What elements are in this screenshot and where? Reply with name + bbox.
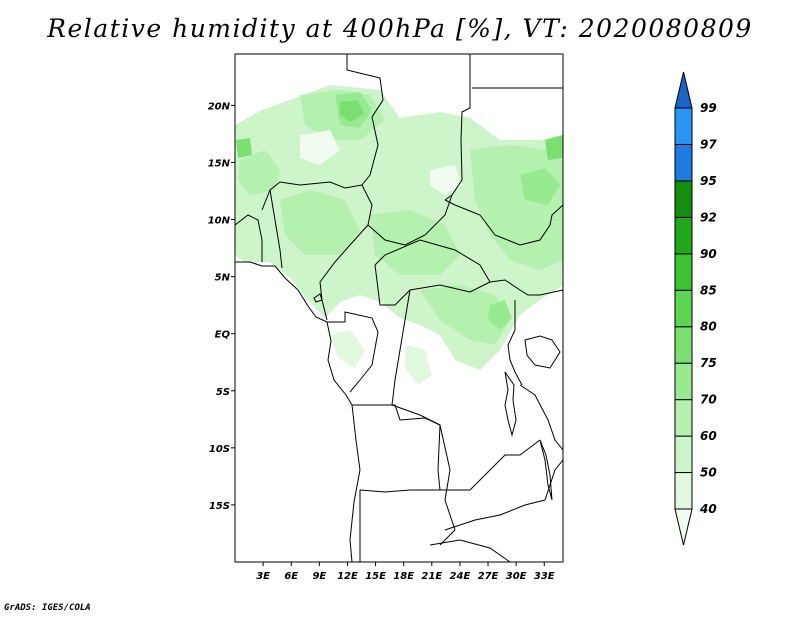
colorbar-lower-arrow	[674, 508, 693, 546]
colorbar-segment	[674, 216, 693, 255]
border-uganda	[507, 300, 523, 386]
colorbar-label: 97	[700, 137, 717, 151]
lon-tick-label: 6E	[284, 571, 298, 582]
lon-tick-label: 18E	[393, 571, 414, 582]
colorbar-label: 92	[700, 210, 717, 224]
latitude-axis: 20N 15N 10N 5N EQ 5S 10S 15S	[208, 101, 235, 512]
humidity-contour-5	[280, 190, 360, 255]
colorbar-label: 80	[700, 320, 717, 334]
lat-tick-label: 15S	[209, 501, 230, 512]
colorbar-segment	[674, 326, 693, 364]
humidity-fill	[235, 85, 563, 385]
map-frame	[234, 53, 564, 563]
colorbar-label: 90	[700, 247, 717, 261]
border-sudan-south	[444, 199, 563, 246]
lon-tick-label: 21E	[421, 571, 442, 582]
colorbar-segment	[674, 253, 693, 291]
humidity-contour-2	[405, 345, 432, 385]
lon-tick-label: 30E	[506, 571, 527, 582]
colorbar-label: 60	[700, 429, 717, 443]
colorbar-label: 50	[700, 466, 717, 480]
humidity-contour-14	[236, 138, 252, 158]
lon-tick-label: 24E	[450, 571, 471, 582]
colorbar-segment	[674, 107, 693, 145]
border-botswana	[429, 539, 511, 562]
border-zambia	[440, 439, 541, 491]
colorbar-label: 75	[700, 356, 717, 370]
humidity-contour-15	[300, 130, 340, 165]
colorbar-segment	[674, 435, 693, 474]
lat-tick-label: EQ	[215, 330, 231, 341]
border-car-south	[374, 239, 491, 306]
lake-tanganyika	[504, 371, 517, 437]
colorbar-segment	[674, 472, 693, 510]
lat-tick-label: 10N	[208, 216, 231, 227]
colorbar-segment	[674, 143, 693, 182]
lat-tick-label: 15N	[208, 158, 231, 169]
colorbar-segment	[674, 180, 693, 218]
lat-tick-label: 5S	[216, 387, 230, 398]
lat-tick-label: 20N	[208, 101, 231, 112]
lon-tick-label: 9E	[312, 571, 326, 582]
humidity-contour-10	[520, 168, 560, 205]
colorbar-segment	[674, 399, 693, 437]
colorbar-label: 70	[700, 393, 717, 407]
lat-tick-label: 5N	[215, 273, 231, 284]
border-mozambique	[544, 459, 563, 501]
colorbar-label: 99	[700, 101, 717, 115]
border-benin-togo	[269, 189, 283, 269]
humidity-contour-11	[488, 300, 512, 330]
lon-tick-label: 3E	[256, 571, 270, 582]
border-south-sudan	[489, 279, 563, 296]
humidity-contour-13	[545, 135, 563, 160]
border-angola	[352, 404, 441, 493]
colorbar-label: 85	[700, 283, 717, 297]
humidity-contour-12	[340, 100, 364, 122]
island-bioko	[313, 293, 323, 303]
colorbar: 40 50 60 70 75 80 85 90 92 95 97 99	[674, 71, 717, 546]
border-zambia-zimbabwe	[444, 499, 546, 531]
colorbar-segment	[674, 362, 693, 401]
border-chad-car	[367, 194, 453, 246]
coastline	[235, 261, 361, 562]
border-algeria-libya	[346, 54, 384, 186]
colorbar-label: 40	[699, 502, 717, 516]
border-nigeria-cameroon	[319, 184, 373, 321]
humidity-contour-3	[238, 150, 280, 195]
lon-tick-label: 27E	[478, 571, 499, 582]
grads-credit: GrADS: IGES/COLA	[4, 603, 91, 613]
border-drc-east	[391, 289, 456, 546]
border-tanzania	[519, 384, 563, 451]
colorbar-label: 95	[700, 174, 717, 188]
humidity-contour-16	[430, 165, 462, 195]
colorbar-segment	[674, 289, 693, 328]
border-west-africa	[235, 214, 263, 262]
lon-tick-label: 33E	[534, 571, 555, 582]
lake-victoria	[524, 335, 561, 369]
lon-tick-label: 15E	[365, 571, 386, 582]
humidity-contour-8	[420, 285, 510, 345]
colorbar-upper-arrow	[674, 71, 693, 109]
country-borders	[235, 54, 563, 562]
lake-malawi	[539, 439, 553, 501]
lon-tick-label: 12E	[337, 571, 358, 582]
border-drc-west	[327, 311, 379, 393]
humidity-contour-1	[330, 330, 365, 368]
longitude-axis: 3E 6E 9E 12E 15E 18E 21E 24E 27E 30E 33E	[256, 562, 555, 582]
map-title: Relative humidity at 400hPa [%], VT: 202…	[47, 14, 753, 43]
lat-tick-label: 10S	[209, 444, 230, 455]
